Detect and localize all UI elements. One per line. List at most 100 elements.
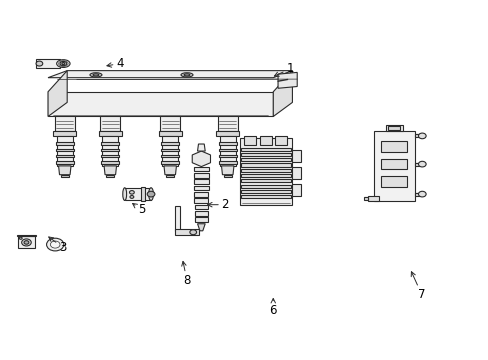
- Text: 5: 5: [132, 203, 145, 216]
- Polygon shape: [241, 163, 290, 167]
- Polygon shape: [216, 131, 239, 136]
- Polygon shape: [192, 151, 210, 167]
- Text: 3: 3: [49, 237, 66, 253]
- Polygon shape: [241, 185, 290, 188]
- Text: 6: 6: [269, 298, 276, 317]
- Polygon shape: [194, 217, 207, 222]
- Polygon shape: [278, 72, 297, 88]
- Circle shape: [129, 190, 134, 194]
- Circle shape: [50, 241, 60, 248]
- Ellipse shape: [60, 62, 66, 66]
- Polygon shape: [387, 126, 399, 130]
- Polygon shape: [219, 136, 235, 166]
- Polygon shape: [106, 175, 114, 177]
- Polygon shape: [36, 59, 60, 68]
- Circle shape: [19, 237, 22, 239]
- Polygon shape: [292, 184, 301, 196]
- Polygon shape: [414, 135, 420, 137]
- Polygon shape: [273, 71, 292, 117]
- Polygon shape: [292, 150, 301, 162]
- Polygon shape: [159, 131, 182, 136]
- Polygon shape: [244, 136, 256, 145]
- Circle shape: [418, 161, 425, 167]
- Polygon shape: [259, 136, 271, 145]
- Polygon shape: [380, 159, 407, 170]
- Circle shape: [418, 191, 425, 197]
- Ellipse shape: [62, 63, 64, 65]
- Polygon shape: [193, 173, 208, 177]
- Polygon shape: [414, 193, 420, 195]
- Polygon shape: [56, 155, 74, 157]
- Polygon shape: [241, 169, 290, 172]
- Text: 8: 8: [182, 261, 190, 287]
- Polygon shape: [194, 198, 208, 203]
- Polygon shape: [101, 149, 119, 151]
- Polygon shape: [364, 197, 367, 200]
- Polygon shape: [160, 117, 180, 131]
- Ellipse shape: [181, 73, 193, 77]
- Polygon shape: [224, 175, 231, 177]
- Polygon shape: [239, 138, 292, 205]
- Polygon shape: [218, 149, 236, 151]
- Polygon shape: [161, 155, 179, 157]
- Ellipse shape: [122, 188, 126, 201]
- Polygon shape: [414, 163, 420, 166]
- Text: 7: 7: [410, 272, 425, 301]
- Polygon shape: [197, 144, 205, 151]
- Ellipse shape: [93, 74, 99, 76]
- Polygon shape: [59, 166, 71, 175]
- Polygon shape: [102, 136, 118, 166]
- Polygon shape: [241, 174, 290, 177]
- Polygon shape: [174, 207, 180, 231]
- Polygon shape: [101, 161, 119, 164]
- Polygon shape: [56, 161, 74, 164]
- Polygon shape: [194, 186, 208, 190]
- Polygon shape: [56, 149, 74, 151]
- Polygon shape: [194, 205, 208, 209]
- Polygon shape: [53, 131, 76, 136]
- Polygon shape: [218, 142, 236, 145]
- Polygon shape: [275, 136, 286, 145]
- Polygon shape: [194, 192, 208, 197]
- Polygon shape: [101, 142, 119, 145]
- Polygon shape: [241, 190, 290, 193]
- Polygon shape: [100, 117, 120, 131]
- Polygon shape: [367, 196, 378, 201]
- Text: 2: 2: [207, 198, 228, 211]
- Polygon shape: [18, 237, 35, 248]
- Polygon shape: [197, 224, 205, 231]
- Polygon shape: [373, 131, 414, 201]
- Polygon shape: [380, 176, 407, 187]
- Polygon shape: [161, 161, 179, 164]
- Polygon shape: [241, 179, 290, 183]
- Ellipse shape: [57, 60, 70, 67]
- Polygon shape: [218, 161, 236, 164]
- Ellipse shape: [59, 61, 68, 66]
- Circle shape: [418, 133, 425, 139]
- Polygon shape: [194, 211, 207, 216]
- Polygon shape: [48, 71, 292, 78]
- Polygon shape: [218, 155, 236, 157]
- Polygon shape: [101, 155, 119, 157]
- Polygon shape: [141, 188, 145, 201]
- Polygon shape: [162, 136, 178, 166]
- Circle shape: [147, 191, 155, 197]
- Ellipse shape: [148, 188, 153, 201]
- Polygon shape: [193, 167, 208, 171]
- Circle shape: [24, 241, 29, 244]
- Polygon shape: [174, 229, 199, 235]
- Polygon shape: [48, 71, 67, 117]
- Polygon shape: [61, 175, 68, 177]
- Polygon shape: [57, 136, 73, 166]
- Polygon shape: [221, 166, 233, 175]
- Text: 4: 4: [107, 57, 123, 70]
- Polygon shape: [99, 131, 122, 136]
- Ellipse shape: [90, 73, 102, 77]
- Circle shape: [46, 238, 64, 251]
- Polygon shape: [194, 179, 208, 184]
- Polygon shape: [166, 175, 174, 177]
- Polygon shape: [241, 153, 290, 156]
- Polygon shape: [241, 158, 290, 161]
- Polygon shape: [48, 92, 273, 117]
- Ellipse shape: [184, 74, 189, 76]
